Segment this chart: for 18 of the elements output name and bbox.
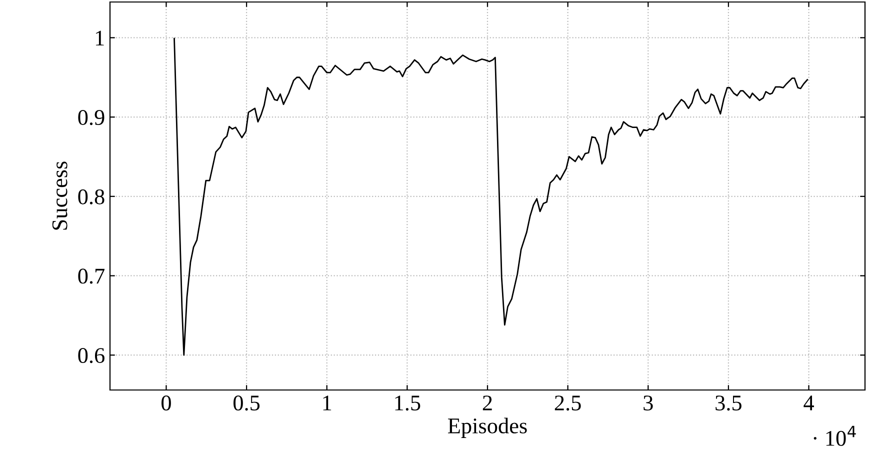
- x-axis-title: Episodes: [448, 418, 527, 438]
- y-tick-label: 0.7: [78, 268, 104, 284]
- text: · 10$^{4}$: [814, 426, 856, 446]
- line-series: [174, 38, 808, 356]
- y-tick-label: 0.8: [78, 189, 104, 204]
- x-tick-label: 4: [804, 396, 814, 410]
- x-tick-label: 1.5: [395, 396, 420, 411]
- x-tick-label: 1: [323, 396, 332, 410]
- x-tick-label: 3.5: [716, 396, 742, 411]
- y-tick-label: 0.9: [78, 110, 104, 126]
- y-tick-label: 0.6: [78, 348, 104, 364]
- x-tick-label: 2: [482, 396, 492, 410]
- x-tick-label: 2.5: [554, 396, 581, 411]
- y-axis-title: Success: [52, 162, 68, 230]
- x-tick-label: 0: [162, 396, 171, 410]
- x-tick-label: 3: [644, 396, 653, 410]
- x-tick-label: 0.5: [234, 396, 260, 411]
- y-tick-label: 1: [96, 30, 104, 46]
